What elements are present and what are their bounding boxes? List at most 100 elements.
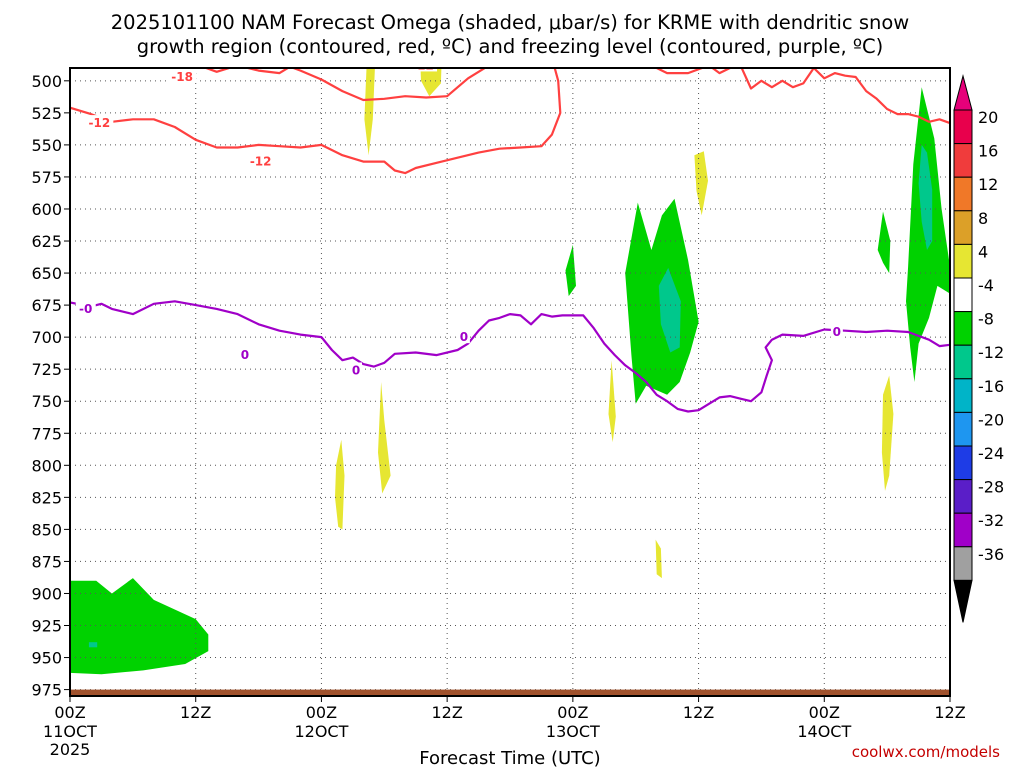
colorbar-swatch bbox=[953, 479, 973, 514]
contour-label: 0 bbox=[241, 348, 249, 362]
omega-region-7 bbox=[877, 211, 891, 274]
contour-label: 0 bbox=[460, 330, 468, 344]
omega-region-8 bbox=[364, 68, 375, 156]
isotherm-dgz-0 bbox=[202, 68, 487, 102]
contour-label-bg bbox=[246, 153, 275, 168]
contour-label-bg bbox=[168, 68, 197, 83]
y-tick-label: 525 bbox=[31, 104, 62, 123]
omega-region-4 bbox=[658, 267, 681, 353]
y-axis: 500 525 550 575 600 625 650 675 700 725 750 775 800 8… bbox=[31, 72, 70, 700]
temperature-contours bbox=[70, 68, 950, 413]
contour-label-bg bbox=[830, 324, 843, 339]
y-tick-label: 725 bbox=[31, 360, 62, 379]
omega-region-12 bbox=[378, 382, 391, 494]
omega-region-0 bbox=[70, 578, 209, 675]
y-tick-label: 875 bbox=[31, 552, 62, 571]
isotherm-dgz-2 bbox=[655, 68, 950, 125]
colorbar-swatch bbox=[953, 311, 973, 346]
contour-label: -0 bbox=[79, 302, 92, 316]
grid-lines bbox=[70, 68, 950, 696]
colorbar-swatch bbox=[953, 445, 973, 481]
contour-label-bg bbox=[238, 347, 251, 362]
y-tick-label: 575 bbox=[31, 168, 62, 187]
omega-shading bbox=[70, 68, 994, 675]
colorbar-label: -36 bbox=[978, 545, 1004, 564]
x-tick-label: 00Z bbox=[54, 703, 85, 722]
contour-label-bg bbox=[75, 300, 96, 315]
y-tick-label: 950 bbox=[31, 649, 62, 668]
colorbar-label: -16 bbox=[978, 377, 1004, 396]
omega-region-10 bbox=[694, 151, 708, 216]
omega-region-1 bbox=[88, 642, 98, 648]
y-tick-label: 800 bbox=[31, 456, 62, 475]
colorbar-label: 16 bbox=[978, 142, 998, 161]
isotherm-dgz-1 bbox=[70, 68, 562, 175]
colorbar-swatch bbox=[953, 176, 973, 212]
omega-region-11 bbox=[976, 68, 994, 100]
y-tick-label: 750 bbox=[31, 392, 62, 411]
colorbar-swatch bbox=[953, 109, 973, 145]
x-tick-date: 12OCT bbox=[294, 722, 348, 741]
colorbar-bottom-triangle bbox=[953, 579, 973, 623]
colorbar-swatch bbox=[953, 210, 973, 245]
contour-label: -12 bbox=[88, 116, 110, 130]
x-tick-label: 00Z bbox=[809, 703, 840, 722]
x-tick-date: 11OCT bbox=[43, 722, 97, 741]
surface-terrain bbox=[70, 689, 950, 696]
colorbar-label: -4 bbox=[978, 276, 994, 295]
y-tick-label: 700 bbox=[31, 328, 62, 347]
y-tick-label: 550 bbox=[31, 136, 62, 155]
colorbar-label: -28 bbox=[978, 478, 1004, 497]
colorbar-swatch bbox=[953, 378, 973, 413]
colorbar-label: 12 bbox=[978, 175, 998, 194]
colorbar-swatch bbox=[953, 512, 973, 548]
x-tick-label: 12Z bbox=[180, 703, 211, 722]
y-tick-label: 825 bbox=[31, 488, 62, 507]
x-tick-label: 12Z bbox=[683, 703, 714, 722]
y-tick-label: 600 bbox=[31, 200, 62, 219]
colorbar-swatch bbox=[953, 277, 973, 313]
x-tick-date: 13OCT bbox=[546, 722, 600, 741]
omega-region-2 bbox=[565, 244, 576, 297]
contour-label: 0 bbox=[833, 325, 841, 339]
colorbar-label: 4 bbox=[978, 242, 988, 261]
terrain-strip bbox=[70, 689, 950, 696]
contour-label-bg bbox=[457, 329, 470, 344]
x-tick-label: 00Z bbox=[306, 703, 337, 722]
y-tick-label: 975 bbox=[31, 681, 62, 700]
contour-label: -12 bbox=[250, 155, 272, 169]
colorbar-top-triangle bbox=[953, 74, 973, 111]
contour-labels: -18 -12 -12 -12 -0 0 0 0 0 bbox=[75, 58, 843, 377]
contour-label: -18 bbox=[171, 70, 193, 84]
y-tick-label: 500 bbox=[31, 72, 62, 91]
y-tick-label: 650 bbox=[31, 264, 62, 283]
colorbar-label: -12 bbox=[978, 343, 1004, 362]
colorbar-swatch bbox=[953, 411, 973, 447]
colorbar-label: -24 bbox=[978, 444, 1004, 463]
colorbar-label: -8 bbox=[978, 310, 994, 329]
plot-frame bbox=[69, 67, 951, 697]
contour-label: -12 bbox=[412, 58, 434, 72]
y-tick-label: 775 bbox=[31, 424, 62, 443]
omega-region-14 bbox=[608, 360, 616, 443]
y-tick-label: 625 bbox=[31, 232, 62, 251]
y-tick-label: 925 bbox=[31, 617, 62, 636]
omega-region-6 bbox=[918, 144, 933, 250]
colorbar-label: -20 bbox=[978, 410, 1004, 429]
contour-label-bg bbox=[409, 68, 438, 72]
omega-region-16 bbox=[881, 375, 894, 491]
colorbar-label: -32 bbox=[978, 511, 1004, 530]
colorbar-swatch bbox=[953, 546, 973, 581]
contour-label-bg bbox=[350, 362, 362, 377]
colorbar: 20 16 12 8 4 -4 -8 -12 -16 -20 -24 -28 -32 -36 bbox=[953, 74, 1004, 623]
x-tick-label: 12Z bbox=[934, 703, 965, 722]
plot-area bbox=[70, 68, 950, 696]
omega-region-13 bbox=[335, 439, 345, 530]
colorbar-swatch bbox=[953, 143, 973, 178]
chart-title-line-1: 2025101100 NAM Forecast Omega (shaded, μ… bbox=[111, 11, 910, 34]
x-tick-year: 2025 bbox=[50, 740, 91, 759]
contour-label: 0 bbox=[352, 363, 360, 377]
x-tick-date: 14OCT bbox=[797, 722, 851, 741]
